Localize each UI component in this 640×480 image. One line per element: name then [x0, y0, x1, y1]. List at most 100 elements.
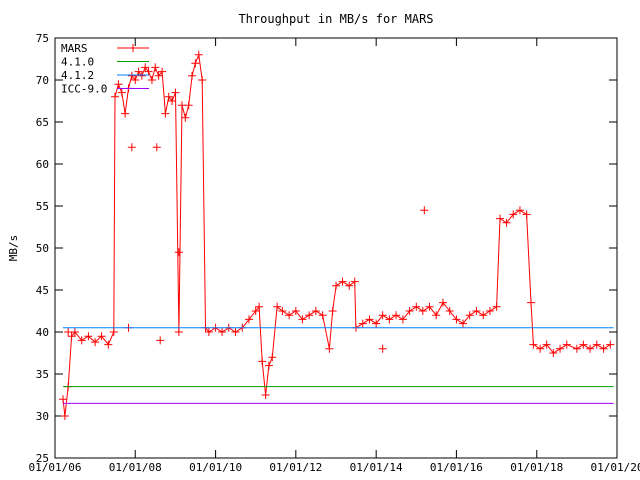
- y-tick-label: 40: [36, 326, 49, 339]
- data-point: [261, 391, 270, 399]
- data-point: [439, 298, 448, 307]
- data-point: [318, 311, 327, 320]
- data-point: [452, 315, 461, 324]
- data-point: [599, 344, 608, 353]
- data-point: [131, 76, 140, 84]
- y-tick-label: 70: [36, 74, 49, 87]
- data-point: [264, 361, 273, 370]
- data-point: [151, 63, 160, 72]
- data-point: [459, 319, 468, 328]
- series-mars: [59, 50, 615, 420]
- data-point: [378, 311, 387, 320]
- legend-label: 4.1.0: [61, 56, 94, 69]
- data-point: [174, 328, 183, 336]
- data-point: [586, 344, 595, 353]
- data-point: [472, 307, 481, 315]
- legend-label: MARS: [61, 42, 88, 55]
- data-point: [522, 210, 531, 219]
- data-point: [194, 50, 203, 59]
- data-point: [405, 307, 414, 315]
- data-point: [350, 277, 359, 286]
- data-point: [345, 281, 354, 290]
- data-point: [158, 67, 167, 76]
- legend-marker: [129, 44, 137, 52]
- data-point: [273, 302, 282, 311]
- data-point: [398, 315, 407, 324]
- data-point: [117, 88, 126, 97]
- data-point: [181, 113, 190, 122]
- data-point: [144, 67, 153, 76]
- data-point: [536, 344, 545, 353]
- data-point: [245, 315, 254, 324]
- data-point: [542, 340, 551, 349]
- data-point: [188, 71, 197, 80]
- y-tick-label: 30: [36, 410, 49, 423]
- data-point: [479, 311, 488, 320]
- x-tick-label: 01/01/18: [510, 461, 563, 474]
- data-point: [492, 302, 501, 311]
- data-point: [372, 319, 381, 328]
- data-point: [184, 101, 193, 110]
- data-point: [579, 340, 588, 349]
- data-point: [485, 307, 494, 315]
- data-point: [134, 67, 143, 76]
- data-point: [358, 319, 367, 328]
- data-point-outlier: [127, 143, 136, 152]
- data-point-outlier: [156, 336, 165, 345]
- data-point: [218, 328, 227, 336]
- data-point: [515, 206, 524, 215]
- series-layer: [59, 50, 615, 420]
- data-point: [127, 71, 136, 80]
- data-point: [285, 311, 294, 320]
- x-tick-label: 01/01/20: [591, 461, 640, 474]
- data-point-outlier: [378, 344, 387, 353]
- data-point: [161, 109, 170, 118]
- data-point: [325, 344, 334, 353]
- data-point: [418, 307, 427, 315]
- data-point: [70, 328, 79, 336]
- data-point: [392, 311, 401, 320]
- data-point: [198, 76, 207, 84]
- y-tick-label: 75: [36, 32, 49, 45]
- data-point: [111, 92, 120, 101]
- data-point-outlier: [152, 143, 161, 152]
- data-point: [67, 332, 76, 341]
- legend-label: 4.1.2: [61, 69, 94, 82]
- data-point: [121, 109, 130, 118]
- data-point: [104, 340, 113, 349]
- data-point: [502, 218, 511, 227]
- data-point: [328, 307, 337, 315]
- data-point: [527, 298, 536, 307]
- data-point: [168, 97, 177, 105]
- data-point-outlier: [174, 248, 183, 257]
- data-point: [84, 332, 93, 341]
- data-point: [432, 311, 441, 320]
- x-tick-label: 01/01/10: [189, 461, 242, 474]
- data-point: [385, 315, 394, 324]
- data-point: [365, 315, 374, 324]
- data-point: [258, 357, 267, 366]
- data-point: [465, 311, 474, 320]
- data-point: [338, 277, 347, 286]
- data-point: [97, 332, 106, 341]
- y-tick-label: 50: [36, 242, 49, 255]
- legend-label: ICC-9.0: [61, 83, 107, 96]
- series-line: [62, 52, 611, 417]
- data-point: [445, 307, 454, 315]
- data-point: [268, 353, 277, 362]
- data-point: [311, 307, 320, 315]
- x-tick-label: 01/01/08: [109, 461, 162, 474]
- data-point: [255, 302, 264, 311]
- data-point: [204, 328, 213, 336]
- data-point: [171, 88, 180, 97]
- y-tick-label: 35: [36, 368, 49, 381]
- data-point: [154, 71, 163, 80]
- data-point: [177, 101, 186, 110]
- data-point: [305, 311, 314, 320]
- data-point: [562, 340, 571, 349]
- data-point: [114, 80, 123, 89]
- x-tick-label: 01/01/14: [350, 461, 403, 474]
- data-point: [59, 395, 68, 404]
- data-point: [60, 412, 69, 420]
